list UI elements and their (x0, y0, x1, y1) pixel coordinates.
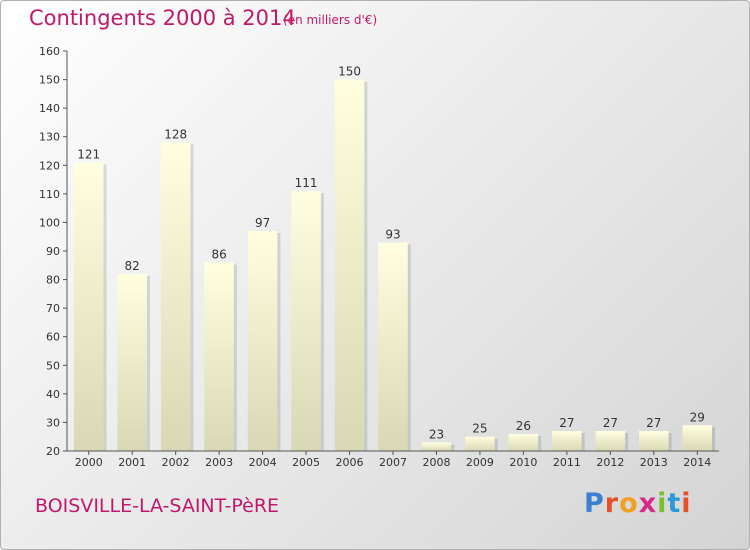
logo-letter: i (657, 488, 668, 519)
y-tick-label: 100 (39, 216, 60, 229)
x-tick-label: 2004 (249, 456, 277, 469)
x-tick-label: 2002 (162, 456, 190, 469)
y-tick-label: 90 (46, 245, 60, 258)
data-label-2006: 150 (338, 65, 361, 79)
bar-2008 (421, 442, 452, 451)
commune-name: BOISVILLE-LA-SAINT-PèRE (35, 495, 280, 517)
x-tick-label: 2012 (596, 456, 624, 469)
x-tick-label: 2005 (292, 456, 320, 469)
data-label-2011: 27 (559, 416, 574, 430)
y-tick-label: 110 (39, 188, 60, 201)
data-label-2007: 93 (385, 227, 400, 241)
bar-2001 (117, 273, 147, 451)
x-tick-label: 2007 (379, 456, 407, 469)
data-label-2008: 23 (429, 427, 444, 441)
y-tick-label: 50 (46, 359, 60, 372)
y-tick-label: 20 (46, 445, 60, 458)
x-tick-label: 2008 (422, 456, 450, 469)
logo-letter: t (667, 488, 682, 519)
y-tick-label: 150 (39, 74, 60, 87)
bar-2000 (73, 162, 104, 451)
data-label-2004: 97 (255, 216, 270, 230)
x-tick-label: 2000 (75, 456, 103, 469)
data-label-2005: 111 (295, 176, 318, 190)
chart-subtitle: (en milliers d'€) (283, 13, 378, 27)
y-axis: 20 30 40 50 60 70 80 90 100 110 120 130 140 150 160 (39, 45, 68, 458)
bar-2012 (595, 431, 626, 451)
bar-2002 (160, 142, 191, 451)
bar-2003 (204, 262, 234, 451)
logo-letter: o (619, 488, 639, 519)
logo-letter: x (638, 488, 658, 519)
bar-2010 (508, 433, 539, 451)
y-tick-label: 120 (39, 159, 60, 172)
bar-2005 (291, 191, 321, 451)
bars: 121 82 128 86 97 111 150 93 23 25 26 27 27 27 29 (73, 65, 716, 452)
x-axis: 2000 2001 2002 2003 2004 2005 2006 2007 2008 2009… (67, 450, 719, 469)
logo-letter: P (584, 488, 605, 519)
bar-2011 (552, 431, 582, 451)
data-label-2002: 128 (164, 127, 187, 141)
y-tick-label: 130 (39, 131, 60, 144)
x-tick-label: 2003 (205, 456, 233, 469)
data-label-2013: 27 (646, 416, 661, 430)
x-tick-label: 2009 (466, 456, 494, 469)
x-tick-label: 2011 (553, 456, 581, 469)
y-tick-label: 30 (46, 416, 60, 429)
chart-title: Contingents 2000 à 2014 (29, 6, 296, 30)
x-tick-label: 2010 (509, 456, 537, 469)
bar-2004 (247, 231, 278, 451)
bar-2009 (465, 436, 495, 451)
y-tick-label: 40 (46, 388, 60, 401)
x-tick-label: 2006 (336, 456, 364, 469)
x-tick-label: 2013 (640, 456, 668, 469)
bar-2014 (682, 425, 713, 451)
bar-2013 (639, 431, 669, 451)
y-tick-label: 160 (39, 45, 60, 58)
data-label-2000: 121 (77, 147, 100, 161)
x-tick-label: 2014 (683, 456, 711, 469)
logo-letter: i (681, 488, 692, 519)
data-label-2001: 82 (125, 259, 140, 273)
data-label-2014: 29 (690, 410, 705, 424)
data-label-2012: 27 (603, 416, 618, 430)
proxiti-logo: Proxiti (584, 488, 692, 519)
x-tick-label: 2001 (118, 456, 146, 469)
data-label-2010: 26 (516, 419, 531, 433)
bar-2007 (378, 242, 408, 451)
y-tick-label: 60 (46, 331, 60, 344)
logo-letter: r (604, 488, 620, 519)
y-tick-label: 70 (46, 302, 60, 315)
bar-2006 (334, 79, 365, 452)
y-tick-label: 140 (39, 102, 60, 115)
y-tick-label: 80 (46, 274, 60, 287)
data-label-2009: 25 (472, 422, 487, 436)
data-label-2003: 86 (211, 247, 226, 261)
